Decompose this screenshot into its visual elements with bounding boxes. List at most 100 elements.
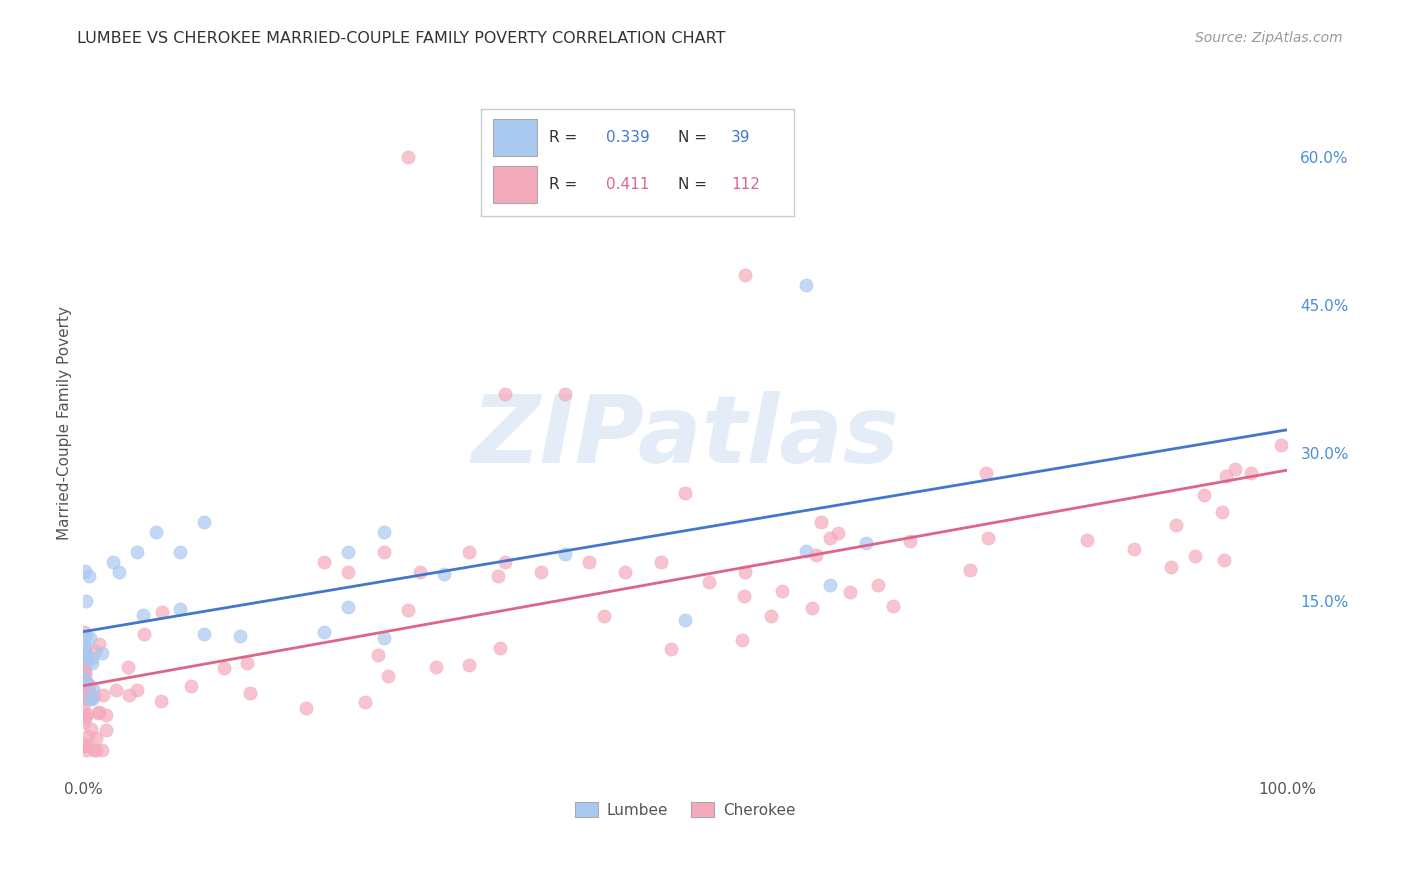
- Point: [1223, 462, 1246, 476]
- Point: [839, 585, 862, 599]
- Point: [118, 688, 141, 702]
- Point: [1270, 438, 1292, 452]
- Point: [650, 555, 672, 569]
- Point: [1215, 469, 1237, 483]
- Point: [73, 625, 96, 640]
- Point: [75, 675, 97, 690]
- Point: [180, 679, 202, 693]
- Point: [132, 627, 155, 641]
- Point: [75, 629, 97, 643]
- Point: [90, 742, 112, 756]
- Point: [73, 681, 96, 695]
- Point: [458, 657, 481, 672]
- Point: [373, 632, 395, 646]
- Point: [75, 691, 97, 706]
- Point: [974, 466, 997, 480]
- Point: [770, 584, 793, 599]
- Point: [659, 642, 682, 657]
- Point: [494, 555, 516, 569]
- Point: [77, 678, 100, 692]
- Point: [855, 535, 877, 549]
- Point: [72, 700, 94, 714]
- Point: [800, 601, 823, 615]
- Point: [337, 545, 360, 559]
- Point: [75, 742, 97, 756]
- Point: [75, 667, 97, 681]
- Point: [818, 531, 841, 545]
- Point: [72, 671, 94, 685]
- Point: [125, 682, 148, 697]
- Point: [94, 723, 117, 738]
- Point: [794, 278, 817, 293]
- Point: [433, 566, 456, 581]
- Point: [530, 565, 553, 579]
- Point: [73, 640, 96, 654]
- Point: [373, 545, 395, 559]
- Text: Source: ZipAtlas.com: Source: ZipAtlas.com: [1195, 31, 1343, 45]
- Point: [818, 578, 841, 592]
- Point: [1211, 505, 1233, 519]
- Point: [1160, 559, 1182, 574]
- Point: [117, 660, 139, 674]
- Point: [75, 594, 97, 608]
- Point: [804, 549, 827, 563]
- Point: [72, 686, 94, 700]
- Point: [82, 681, 104, 696]
- Point: [75, 673, 97, 688]
- Point: [73, 690, 96, 705]
- Point: [82, 650, 104, 665]
- Point: [73, 711, 96, 725]
- Point: [193, 626, 215, 640]
- Point: [150, 605, 173, 619]
- Point: [396, 149, 419, 163]
- Point: [72, 665, 94, 679]
- Point: [239, 686, 262, 700]
- Point: [312, 555, 335, 569]
- Y-axis label: Married-Couple Family Poverty: Married-Couple Family Poverty: [58, 306, 72, 541]
- Point: [486, 569, 509, 583]
- Point: [1076, 533, 1098, 547]
- Point: [73, 708, 96, 723]
- Point: [494, 386, 516, 401]
- Point: [377, 668, 399, 682]
- Point: [312, 624, 335, 639]
- Point: [794, 543, 817, 558]
- Point: [72, 739, 94, 753]
- Point: [96, 708, 118, 723]
- Point: [959, 563, 981, 577]
- Point: [82, 691, 104, 706]
- Point: [673, 613, 696, 627]
- Point: [734, 565, 756, 579]
- Point: [731, 632, 754, 647]
- Point: [554, 548, 576, 562]
- Point: [91, 688, 114, 702]
- Point: [84, 742, 107, 756]
- Point: [409, 565, 432, 579]
- Point: [976, 531, 998, 545]
- Point: [72, 669, 94, 683]
- Point: [367, 648, 389, 662]
- Point: [73, 674, 96, 689]
- Point: [127, 545, 149, 559]
- Point: [295, 701, 318, 715]
- Point: [373, 525, 395, 540]
- Point: [1213, 552, 1236, 566]
- Point: [108, 565, 131, 579]
- Point: [212, 661, 235, 675]
- Point: [91, 646, 114, 660]
- Point: [1240, 466, 1263, 480]
- Point: [1164, 518, 1187, 533]
- Point: [1192, 488, 1215, 502]
- Point: [593, 609, 616, 624]
- Point: [882, 599, 904, 613]
- Point: [72, 672, 94, 686]
- Point: [87, 706, 110, 720]
- Point: [868, 577, 890, 591]
- Point: [77, 729, 100, 743]
- Point: [554, 386, 576, 401]
- Point: [229, 629, 252, 643]
- Point: [75, 737, 97, 751]
- Point: [169, 602, 191, 616]
- Point: [72, 643, 94, 657]
- Point: [759, 608, 782, 623]
